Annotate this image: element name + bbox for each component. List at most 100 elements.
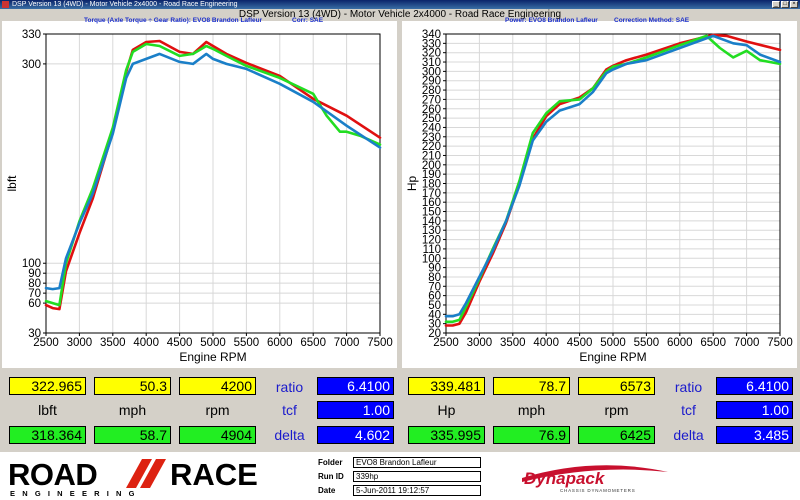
- torque-unit-label: lbft: [38, 402, 57, 418]
- x-tick-label: 6500: [700, 337, 726, 349]
- folder-value: EVO8 Brandon Lafleur: [353, 457, 481, 468]
- power-chart[interactable]: 2500 3000 3500 4000 4500 5000 5500 6000 6500 7000…: [402, 21, 797, 368]
- torque-ratio-value: 6.4100: [317, 377, 394, 395]
- y-tick-label: 200: [422, 160, 441, 172]
- torque-ratio-label: ratio: [275, 379, 304, 395]
- y-tick-label: 40: [428, 309, 441, 321]
- y-axis-label: lbft: [5, 175, 19, 192]
- y-tick-label: 120: [422, 235, 441, 247]
- runid-value: 339hp: [353, 471, 481, 482]
- y-tick-label: 240: [422, 122, 441, 134]
- y-tick-label: 90: [428, 263, 441, 275]
- power-chart-title-corr: Correction Method: SAE: [614, 17, 690, 24]
- minimize-button[interactable]: _: [772, 1, 780, 8]
- x-tick-label: 7500: [367, 337, 393, 349]
- logo-slash-1: [126, 459, 152, 488]
- power-ratio-label: ratio: [674, 379, 703, 395]
- torque-peak-rpm: 4904: [179, 426, 256, 444]
- x-tick-label: 6000: [267, 337, 293, 349]
- x-tick-label: 7000: [734, 337, 760, 349]
- x-tick-label: 4000: [533, 337, 559, 349]
- torque-mph-label: mph: [118, 402, 147, 418]
- y-tick-label: 170: [422, 188, 441, 200]
- y-tick-label: 110: [423, 244, 441, 256]
- torque-delta-label: delta: [274, 427, 305, 443]
- power-chart-title-main: Power: EVO8 Brandon Lafleur: [505, 17, 598, 24]
- y-tick-label: 160: [422, 197, 441, 209]
- power-peak-rpm: 6425: [578, 426, 655, 444]
- torque-tcf-label: tcf: [282, 402, 297, 418]
- power-rpm-label: rpm: [604, 402, 629, 418]
- x-tick-label: 5000: [200, 337, 226, 349]
- y-tick-label: 330: [422, 38, 441, 50]
- power-mph-label: mph: [517, 402, 546, 418]
- y-tick-label: 60: [28, 298, 41, 310]
- dynapack-brand-text: Dynapack: [524, 469, 606, 488]
- power-cursor-rpm: 6573: [578, 377, 655, 395]
- y-tick-label: 130: [422, 225, 441, 237]
- y-tick-label: 250: [422, 113, 441, 125]
- app-title: DSP Version 13 (4WD) - Motor Vehicle 2x4…: [238, 9, 562, 20]
- x-tick-label: 5500: [634, 337, 660, 349]
- dynapack-logo: Dynapack CHASSIS DYNAMOMETERS: [522, 465, 668, 493]
- y-tick-label: 330: [22, 29, 41, 41]
- power-chart-panel: Power: EVO8 Brandon Lafleur Correction M…: [402, 17, 797, 368]
- plot-border: [45, 33, 381, 334]
- torque-chart[interactable]: 2500 3000 3500 4000 4500 5000 5500 6000 6500 7000…: [2, 21, 397, 368]
- torque-cursor-mph: 50.3: [94, 377, 171, 395]
- x-tick-label: 5000: [600, 337, 626, 349]
- power-delta-label: delta: [673, 427, 704, 443]
- x-axis-label: Engine RPM: [579, 350, 646, 364]
- power-readout-panel: 339.481 78.7 6573 Hp mph rpm 335.995 76.…: [403, 370, 795, 451]
- folder-label: Folder: [318, 458, 343, 467]
- app-icon: [2, 1, 9, 8]
- y-tick-label: 320: [422, 48, 441, 60]
- torque-chart-title-main: Torque (Axle Torque ÷ Gear Ratio): EVO8 …: [84, 17, 263, 24]
- y-tick-label: 80: [428, 272, 441, 284]
- runid-label: Run ID: [318, 472, 344, 481]
- x-tick-label: 7000: [334, 337, 360, 349]
- close-button[interactable]: ×: [790, 1, 798, 8]
- x-tick-label: 6500: [300, 337, 326, 349]
- power-unit-label: Hp: [437, 402, 456, 418]
- logo-engineering-text: ENGINEERING: [10, 489, 142, 497]
- y-tick-label: 310: [422, 57, 441, 69]
- y-tick-label: 60: [428, 291, 441, 303]
- y-tick-label: 300: [422, 66, 441, 78]
- y-tick-label: 230: [422, 132, 441, 144]
- y-tick-label: 180: [422, 179, 441, 191]
- power-delta-value: 3.485: [716, 426, 793, 444]
- y-tick-label: 270: [422, 94, 441, 106]
- torque-peak-value: 318.364: [9, 426, 86, 444]
- window-controls: _ □ ×: [772, 1, 798, 8]
- date-value: 5-Jun-2011 19:12:57: [353, 485, 481, 496]
- x-tick-label: 3500: [500, 337, 526, 349]
- torque-peak-mph: 58.7: [94, 426, 171, 444]
- y-tick-label: 100: [422, 253, 441, 265]
- y-tick-label: 290: [422, 76, 441, 88]
- power-ratio-value: 6.4100: [716, 377, 793, 395]
- y-tick-label: 340: [422, 29, 441, 41]
- logo-race-text: RACE: [170, 457, 258, 492]
- y-tick-label: 20: [428, 328, 441, 340]
- y-axis-label: Hp: [405, 176, 419, 192]
- y-tick-label: 210: [422, 150, 441, 162]
- y-tick-label: 70: [428, 281, 441, 293]
- power-peak-mph: 76.9: [493, 426, 570, 444]
- maximize-button[interactable]: □: [781, 1, 789, 8]
- x-tick-label: 7500: [767, 337, 793, 349]
- x-tick-label: 6000: [667, 337, 693, 349]
- torque-chart-panel: Torque (Axle Torque ÷ Gear Ratio): EVO8 …: [2, 17, 397, 368]
- window-titlebar: DSP Version 13 (4WD) - Motor Vehicle 2x4…: [0, 0, 800, 9]
- window-title: DSP Version 13 (4WD) - Motor Vehicle 2x4…: [12, 1, 238, 8]
- footer: ROAD RACE ENGINEERING Folder EVO8 Brando…: [0, 452, 800, 500]
- x-tick-label: 3000: [67, 337, 93, 349]
- dynapack-sub-text: CHASSIS DYNAMOMETERS: [560, 488, 636, 493]
- power-cursor-value: 339.481: [408, 377, 485, 395]
- torque-rpm-label: rpm: [205, 402, 230, 418]
- road-race-logo: ROAD RACE ENGINEERING: [8, 457, 258, 497]
- power-tcf-label: tcf: [681, 402, 696, 418]
- power-cursor-mph: 78.7: [493, 377, 570, 395]
- y-tick-label: 30: [428, 319, 441, 331]
- x-tick-label: 3000: [467, 337, 493, 349]
